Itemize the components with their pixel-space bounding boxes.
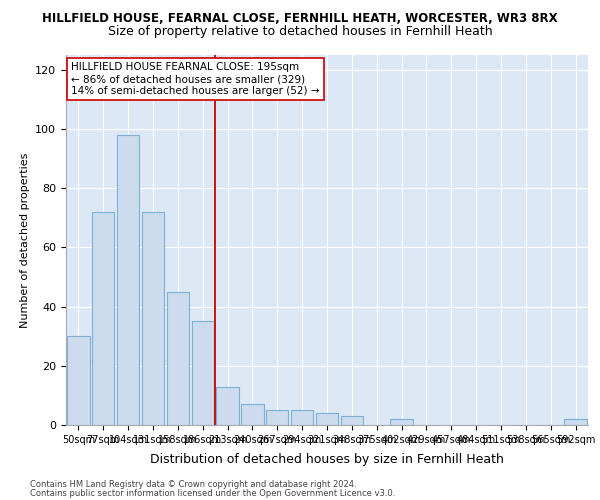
Text: HILLFIELD HOUSE, FEARNAL CLOSE, FERNHILL HEATH, WORCESTER, WR3 8RX: HILLFIELD HOUSE, FEARNAL CLOSE, FERNHILL… <box>42 12 558 26</box>
Y-axis label: Number of detached properties: Number of detached properties <box>20 152 29 328</box>
Bar <box>117 135 139 425</box>
Bar <box>391 419 413 425</box>
Bar <box>167 292 189 425</box>
Bar <box>142 212 164 425</box>
Text: Contains public sector information licensed under the Open Government Licence v3: Contains public sector information licen… <box>30 488 395 498</box>
Text: Contains HM Land Registry data © Crown copyright and database right 2024.: Contains HM Land Registry data © Crown c… <box>30 480 356 489</box>
Bar <box>565 419 587 425</box>
Bar <box>92 212 115 425</box>
Text: Size of property relative to detached houses in Fernhill Heath: Size of property relative to detached ho… <box>107 25 493 38</box>
Bar <box>241 404 263 425</box>
Bar <box>316 413 338 425</box>
Bar <box>291 410 313 425</box>
Bar <box>67 336 89 425</box>
X-axis label: Distribution of detached houses by size in Fernhill Heath: Distribution of detached houses by size … <box>150 453 504 466</box>
Bar <box>341 416 363 425</box>
Bar <box>191 322 214 425</box>
Bar <box>217 386 239 425</box>
Bar <box>266 410 289 425</box>
Text: HILLFIELD HOUSE FEARNAL CLOSE: 195sqm
← 86% of detached houses are smaller (329): HILLFIELD HOUSE FEARNAL CLOSE: 195sqm ← … <box>71 62 320 96</box>
